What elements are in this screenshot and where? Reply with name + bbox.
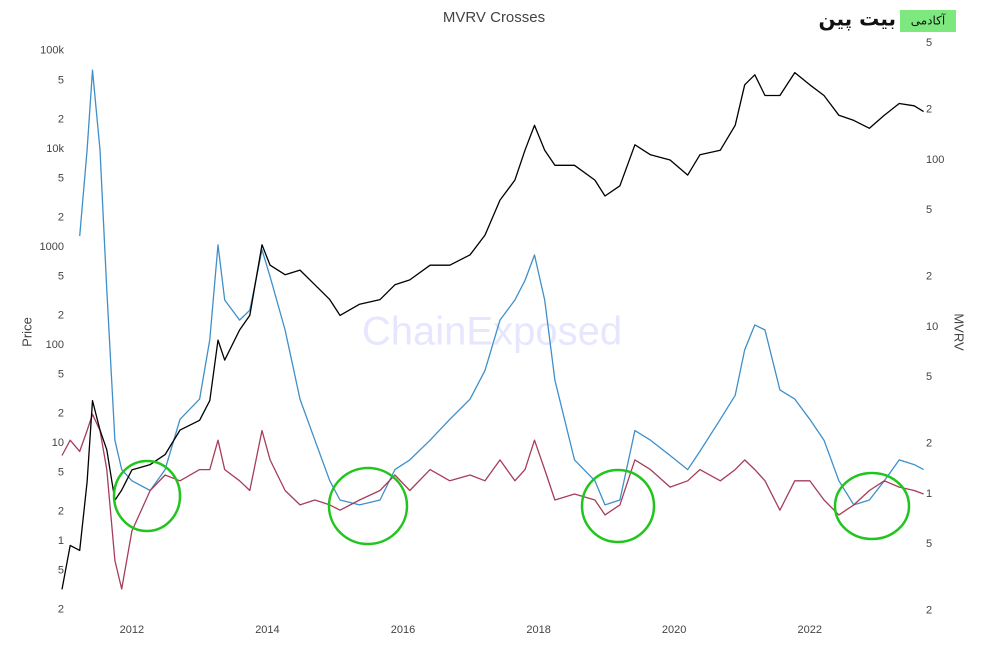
yticks-label: 100 [46,339,64,351]
yticks-label: 2 [58,505,64,517]
yticks-label: 1 [58,535,64,547]
y2ticks-label: 5 [926,538,932,550]
y2ticks-label: 100 [926,154,944,166]
yticks-label: 5 [58,368,64,380]
yticks-label: 2 [58,211,64,223]
x-tick-label: 2014 [255,624,279,636]
x-tick-label: 2022 [798,624,822,636]
line-series [61,413,924,590]
y2ticks-label: 5 [926,37,932,49]
yticks-label: 2 [58,113,64,125]
plot [61,69,924,590]
yticks-label: 1000 [40,241,64,253]
y2-axis-label: MVRV [952,313,967,351]
yticks-label: 2 [58,603,64,615]
line-series [61,71,924,590]
y2ticks-label: 2 [926,271,932,283]
yticks-label: 5 [58,466,64,478]
y2ticks-label: 5 [926,204,932,216]
y2ticks-label: 2 [926,605,932,617]
yticks-label: 5 [58,564,64,576]
y2ticks-label: 10 [926,321,938,333]
yticks-label: 5 [58,172,64,184]
x-tick-label: 2016 [391,624,415,636]
logo-brand: بیت پین [819,7,896,32]
yticks-label: 100k [40,45,64,57]
highlight-circle [112,459,182,533]
y2ticks-label: 2 [926,438,932,450]
x-tick-label: 2012 [120,624,144,636]
logo-badge [900,10,956,32]
highlight-circle [327,466,409,546]
y2ticks-label: 1 [926,488,932,500]
x-tick-label: 2018 [526,624,550,636]
logo-label: آکادمی [911,13,946,28]
highlight-circle [833,471,911,541]
y-axis-label: Price [19,317,34,347]
y2ticks-label: 5 [926,371,932,383]
line-series [79,69,924,506]
yticks-label: 2 [58,407,64,419]
chart-title: MVRV Crosses [443,9,545,26]
yticks-label: 10k [46,143,64,155]
yticks-label: 10 [52,437,64,449]
yticks-label: 5 [58,270,64,282]
x-tick-label: 2020 [662,624,686,636]
yticks-label: 2 [58,309,64,321]
yticks-label: 5 [58,74,64,86]
highlight-circle [580,468,656,544]
y2ticks-label: 2 [926,104,932,116]
